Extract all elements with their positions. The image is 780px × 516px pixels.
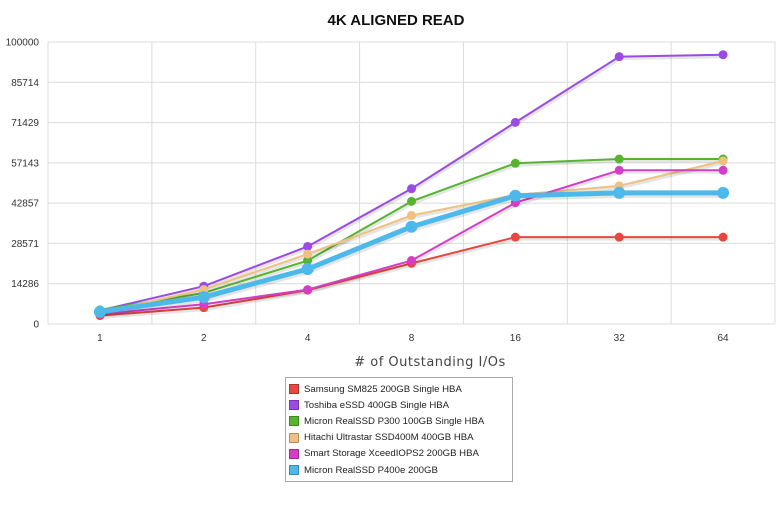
chart-title: 4K ALIGNED READ [328,12,465,29]
y-tick-label: 42857 [11,199,39,210]
legend-swatch [289,400,299,411]
legend-item: Smart Storage XceedIOPS2 200GB HBA [286,446,512,462]
legend-label: Hitachi Ultrastar SSD400M 400GB HBA [304,432,474,444]
y-tick-label: 14286 [11,279,39,290]
x-tick-label: 32 [614,333,626,344]
data-point [717,186,730,199]
data-point [407,210,416,220]
legend-item: Samsung SM825 200GB Single HBA [286,381,512,397]
data-point [303,249,313,259]
series-line [99,158,724,311]
x-tick-label: 8 [409,333,415,344]
chart-legend: Samsung SM825 200GB Single HBA Toshiba eS… [285,377,513,483]
legend-label: Micron RealSSD P400e 200GB [304,464,438,476]
legend-item: Micron RealSSD P300 100GB Single HBA [286,413,512,429]
data-point [614,154,624,164]
chart-series [93,50,730,321]
data-point [510,158,520,168]
line-chart: 4K ALIGNED READ 0 14286 28571 42857 57143 714… [6,12,776,370]
legend-label: Micron RealSSD P300 100GB Single HBA [304,415,485,427]
data-point [197,291,210,304]
data-point [301,263,314,276]
data-point [93,305,106,318]
data-point [407,256,416,266]
x-tick-label: 4 [305,333,311,344]
data-point [718,50,728,60]
legend-swatch [289,384,299,395]
x-axis-ticks: 1 2 4 8 16 32 64 [97,333,729,344]
legend-item: Micron RealSSD P400e 200GB [286,462,512,478]
x-tick-label: 16 [510,333,522,344]
data-point [303,285,313,295]
data-point [718,232,728,242]
y-tick-label: 71429 [11,118,39,129]
data-point [407,184,416,194]
legend-swatch [289,416,299,427]
data-point [613,186,626,199]
legend-swatch [289,448,299,459]
data-point [718,156,728,166]
y-tick-label: 0 [33,320,39,331]
chart-grid [47,41,776,325]
x-tick-label: 2 [201,333,207,344]
x-tick-label: 64 [718,333,730,344]
y-tick-label: 85714 [11,78,39,89]
data-point [303,256,313,266]
data-point [510,232,520,242]
legend-item: Toshiba eSSD 400GB Single HBA [286,397,512,413]
data-point [405,220,418,233]
data-point [718,165,728,175]
legend-swatch [289,465,299,476]
series-5 [93,186,730,318]
data-point [509,189,522,202]
x-tick-label: 1 [97,333,103,344]
y-axis-ticks: 0 14286 28571 42857 57143 71429 85714 100000 [6,38,40,331]
legend-item: Hitachi Ultrastar SSD400M 400GB HBA [286,430,512,446]
data-point [510,117,520,127]
y-tick-label: 100000 [6,38,40,49]
data-point [614,232,624,242]
series-4 [95,165,728,319]
x-axis-label: # of Outstanding I/Os [354,355,506,370]
legend-label: Toshiba eSSD 400GB Single HBA [304,399,450,411]
legend-swatch [289,432,299,443]
y-tick-label: 28571 [11,239,39,250]
data-point [614,52,624,62]
y-tick-label: 57143 [11,158,39,169]
legend-label: Smart Storage XceedIOPS2 200GB HBA [304,448,479,460]
data-point [303,241,313,251]
data-point [614,165,624,175]
legend-label: Samsung SM825 200GB Single HBA [304,383,462,395]
data-point [407,196,416,206]
